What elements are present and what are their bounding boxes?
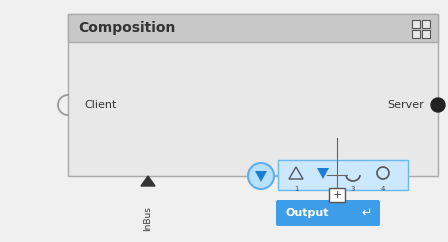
Circle shape: [248, 163, 274, 189]
FancyBboxPatch shape: [276, 200, 380, 226]
Text: Composition: Composition: [78, 21, 175, 35]
Text: Server: Server: [387, 100, 424, 110]
Text: 3: 3: [351, 186, 355, 192]
Text: Output: Output: [286, 208, 329, 218]
FancyBboxPatch shape: [68, 14, 438, 176]
Text: InBus: InBus: [143, 206, 152, 231]
Text: +: +: [332, 190, 342, 200]
Polygon shape: [317, 168, 329, 179]
Text: 1: 1: [294, 186, 298, 192]
FancyBboxPatch shape: [422, 20, 430, 28]
FancyBboxPatch shape: [412, 20, 420, 28]
Text: Client: Client: [84, 100, 116, 110]
Circle shape: [431, 98, 445, 112]
Polygon shape: [141, 176, 155, 186]
Text: 4: 4: [381, 186, 385, 192]
FancyBboxPatch shape: [422, 30, 430, 38]
FancyBboxPatch shape: [412, 30, 420, 38]
FancyBboxPatch shape: [68, 14, 438, 42]
FancyBboxPatch shape: [278, 160, 408, 190]
Text: ↵: ↵: [362, 206, 372, 219]
FancyBboxPatch shape: [329, 188, 345, 202]
Polygon shape: [255, 171, 267, 182]
